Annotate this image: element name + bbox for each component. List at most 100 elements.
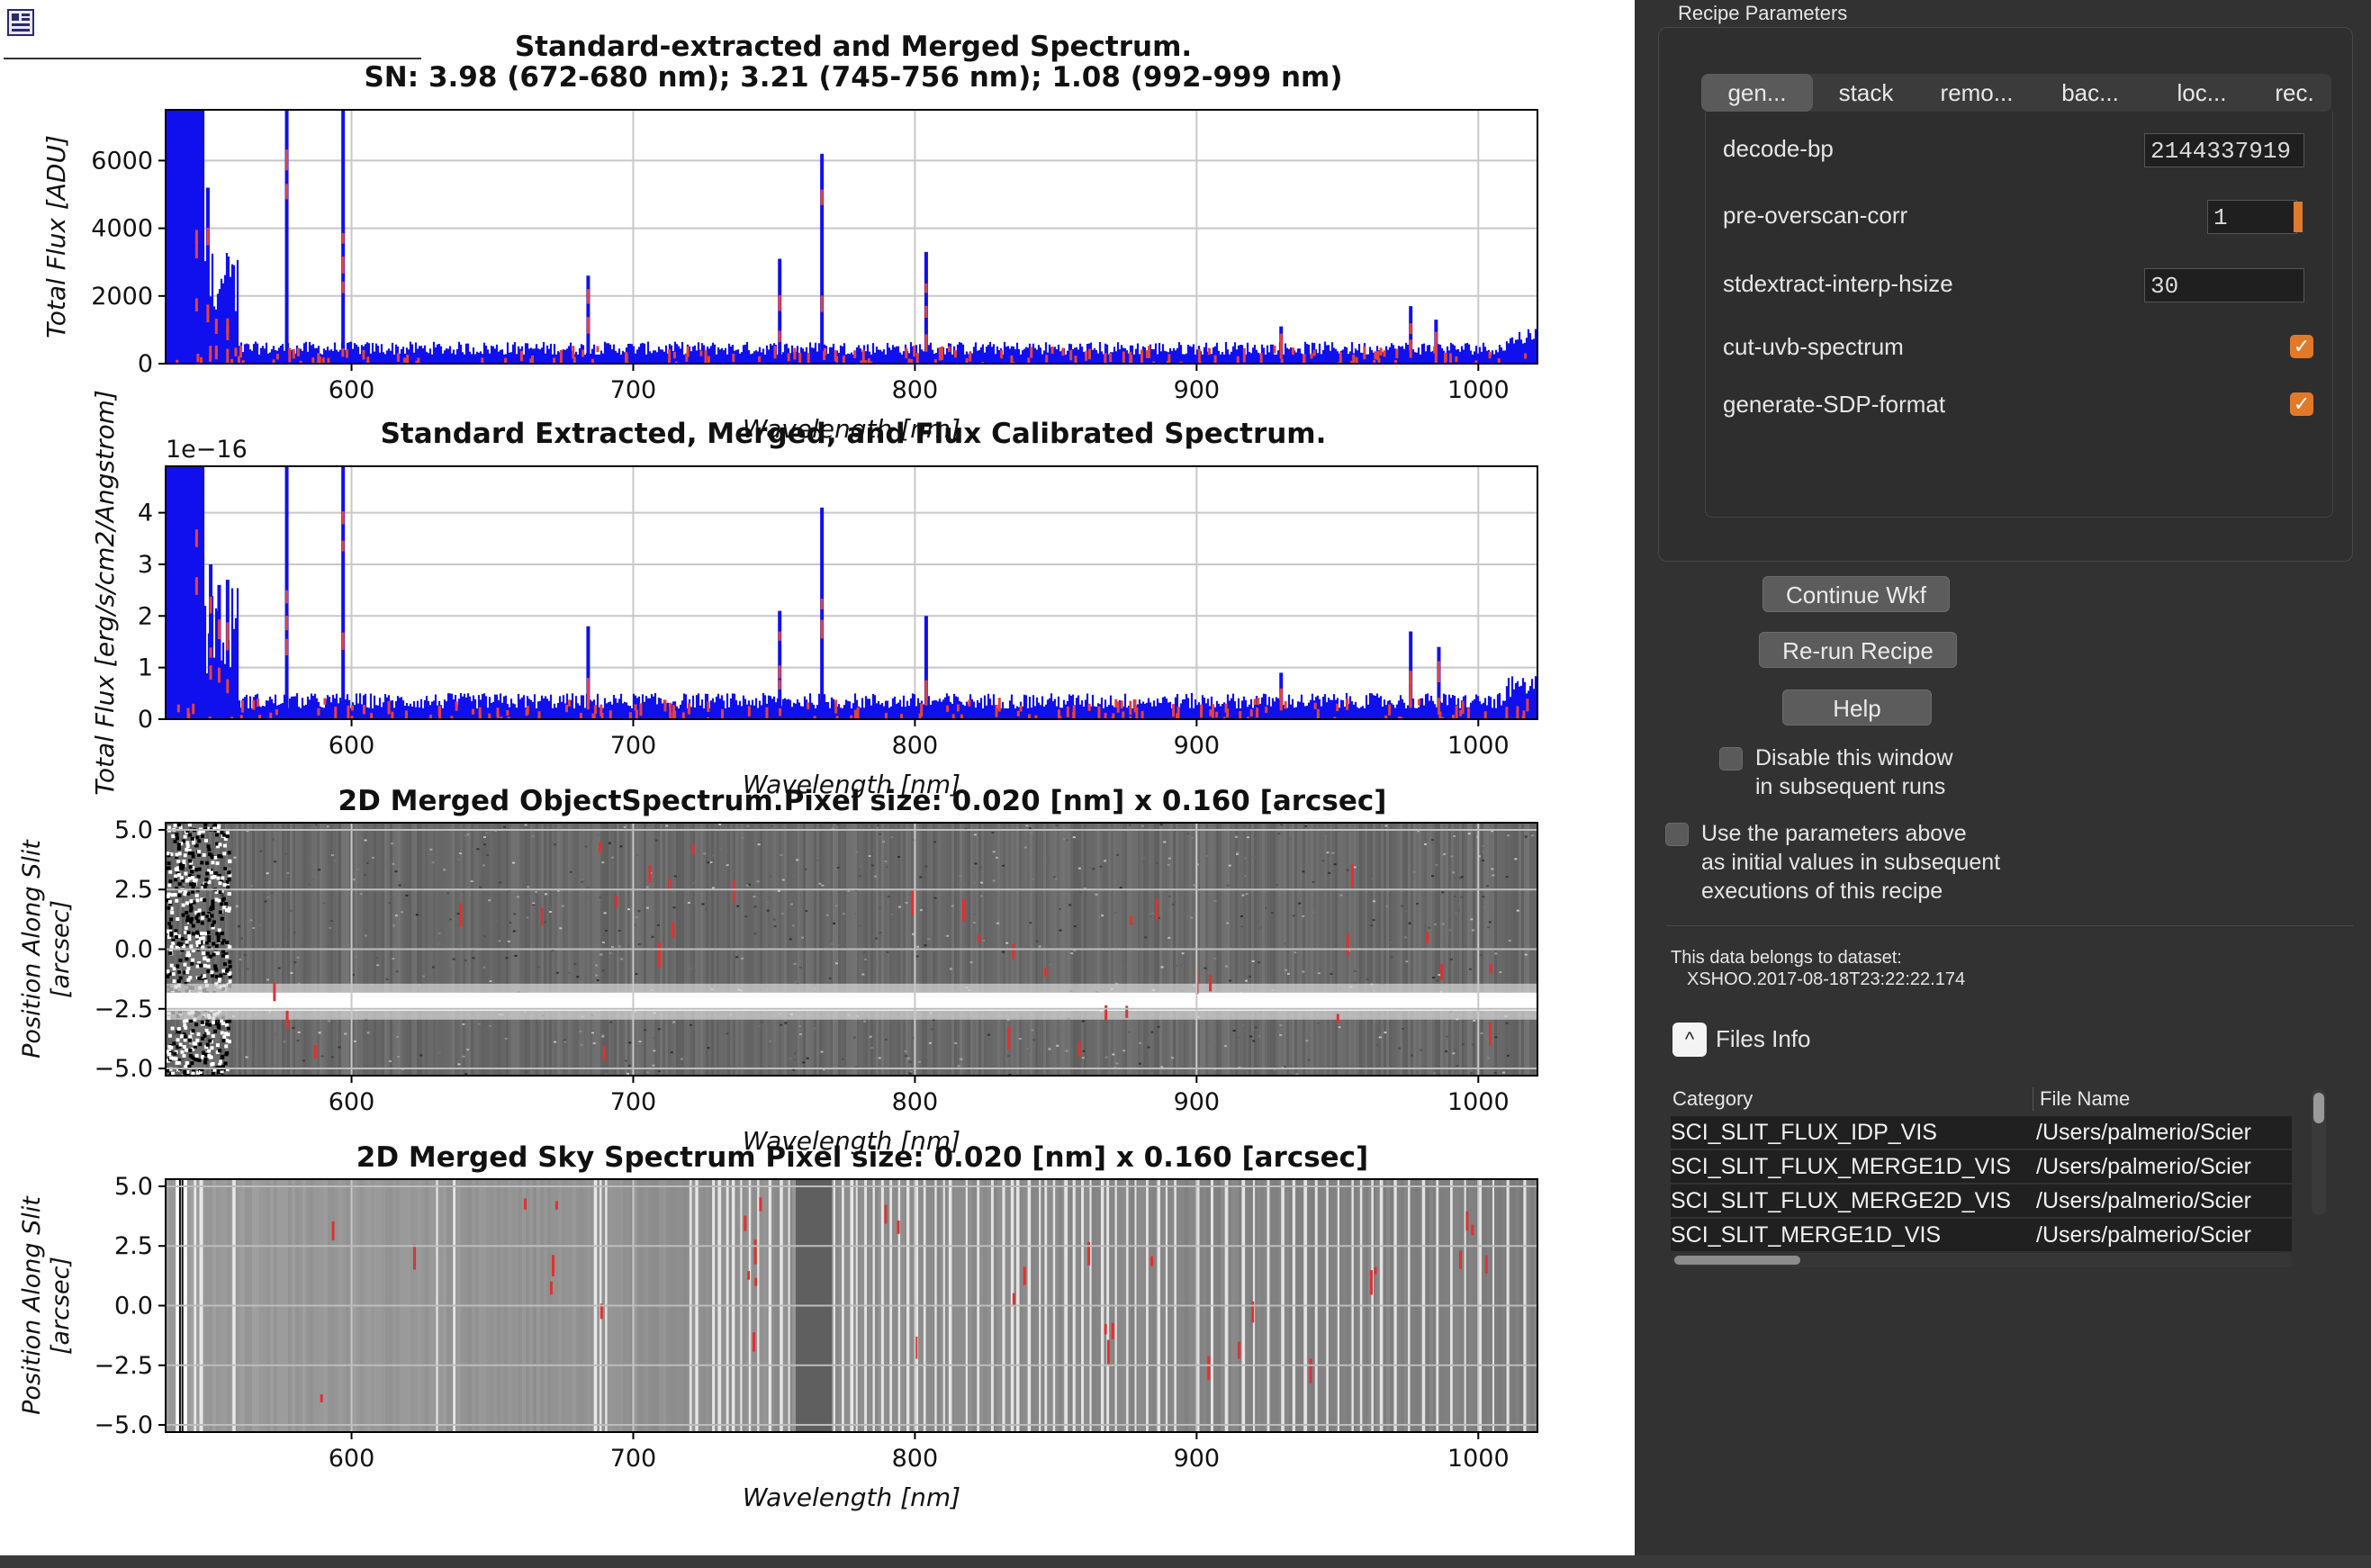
noise-pixel [1002, 951, 1005, 953]
edge-noise [210, 870, 214, 875]
scrollbar-thumb[interactable] [1674, 1256, 1800, 1265]
noise-pixel [924, 944, 927, 947]
edge-noise [226, 1032, 230, 1037]
noise-pixel [284, 852, 287, 855]
table-row[interactable]: SCI_SLIT_MERGE1D_VIS /Users/palmerio/Sci… [1671, 1219, 2292, 1251]
rerun-recipe-button[interactable]: Re-run Recipe [1759, 632, 1957, 668]
vertical-scrollbar[interactable] [2312, 1089, 2326, 1215]
edge-noise [185, 957, 189, 961]
noise-pixel [905, 901, 908, 904]
noise-pixel [633, 924, 636, 926]
edge-noise [175, 935, 179, 940]
noise-pixel [1141, 857, 1145, 860]
edge-noise [181, 944, 185, 949]
noise-pixel [1205, 855, 1209, 858]
stdextract-interp-hsize-field[interactable]: 30 [2144, 268, 2304, 302]
table-row[interactable]: SCI_SLIT_FLUX_MERGE2D_VIS /Users/palmeri… [1671, 1185, 2292, 1217]
use-parameters-checkbox[interactable] [1665, 823, 1689, 846]
noise-pixel [266, 872, 269, 875]
tab-localize[interactable]: loc... [2177, 79, 2227, 106]
noise-pixel [1240, 925, 1244, 928]
edge-noise [206, 958, 211, 962]
tab-remove[interactable]: remo... [1940, 79, 2014, 106]
tab-rectify[interactable]: rec. [2275, 79, 2314, 106]
noise-pixel [1062, 838, 1066, 841]
edge-noise [221, 1039, 226, 1043]
horizontal-scrollbar[interactable] [1672, 1253, 2294, 1267]
column-header-file-name[interactable]: File Name [2040, 1087, 2131, 1110]
noise-pixel [600, 953, 603, 956]
edge-noise [214, 968, 219, 972]
tab-stack[interactable]: stack [1838, 79, 1894, 106]
edge-noise [183, 970, 187, 975]
noise-pixel [1304, 825, 1308, 828]
edge-noise [208, 852, 212, 856]
noise-pixel [1488, 921, 1492, 924]
edge-noise [211, 925, 215, 930]
edge-noise [185, 940, 189, 944]
decode-bp-field[interactable]: 2144337919 [2144, 133, 2304, 167]
noise-pixel [1331, 852, 1335, 854]
noise-pixel [1008, 1073, 1012, 1076]
noise-pixel [1160, 966, 1164, 969]
noise-pixel [1032, 1039, 1035, 1041]
edge-noise [216, 1069, 221, 1074]
cut-uvb-spectrum-checkbox[interactable]: ✓ [2290, 335, 2313, 358]
noise-pixel [1026, 1021, 1030, 1023]
generate-sdp-format-checkbox[interactable]: ✓ [2290, 392, 2313, 416]
noise-pixel [587, 977, 590, 979]
edge-noise [189, 908, 194, 913]
noise-pixel [548, 911, 552, 914]
edge-noise [186, 978, 191, 982]
edge-noise [227, 908, 231, 913]
noise-pixel [773, 893, 777, 896]
scrollbar-thumb[interactable] [2313, 1093, 2324, 1123]
edge-noise [176, 1027, 181, 1032]
noise-pixel [1472, 1043, 1475, 1046]
disable-window-checkbox[interactable] [1719, 747, 1743, 770]
y-tick-label: 2.5 [114, 876, 153, 904]
continue-workflow-button[interactable]: Continue Wkf [1762, 576, 1950, 612]
cell-file-name: /Users/palmerio/Scier [2036, 1154, 2251, 1179]
collapse-icon[interactable]: ^ [1672, 1023, 1707, 1057]
edge-noise [177, 882, 182, 887]
table-row[interactable]: SCI_SLIT_FLUX_MERGE1D_VIS /Users/palmeri… [1671, 1150, 2292, 1183]
plot-title: SN: 3.98 (672-680 nm); 3.21 (745-756 nm)… [364, 61, 1342, 94]
help-button[interactable]: Help [1782, 689, 1932, 725]
noise-pixel [1099, 865, 1103, 868]
noise-pixel [1259, 926, 1263, 929]
edge-noise [183, 1034, 187, 1039]
noise-pixel [1506, 1054, 1510, 1057]
edge-noise [185, 1061, 189, 1066]
noise-pixel [858, 875, 861, 878]
edge-noise [171, 941, 176, 945]
noise-pixel [476, 848, 480, 851]
noise-pixel [960, 1058, 963, 1060]
column-header-category[interactable]: Category [1672, 1087, 1753, 1110]
noise-pixel [1226, 884, 1230, 887]
edge-noise [212, 920, 217, 924]
noise-pixel [1073, 925, 1077, 928]
tab-general[interactable]: gen... [1701, 74, 1813, 112]
edge-noise [212, 826, 217, 831]
noise-pixel [1160, 1066, 1164, 1068]
table-row[interactable]: SCI_SLIT_FLUX_IDP_VIS /Users/palmerio/Sc… [1671, 1116, 2292, 1149]
noise-pixel [611, 946, 615, 949]
noise-pixel [745, 884, 749, 887]
edge-noise [227, 906, 231, 911]
spinbox-arrow-icon[interactable] [2294, 202, 2303, 232]
noise-pixel [793, 1059, 797, 1060]
tab-background[interactable]: bac... [2061, 79, 2119, 106]
noise-pixel [1460, 896, 1464, 898]
pre-overscan-corr-spinbox[interactable]: 1 [2207, 200, 2297, 234]
figure-icon[interactable] [7, 9, 34, 36]
noise-pixel [791, 924, 795, 927]
noise-pixel [1048, 1048, 1051, 1050]
noise-pixel [798, 1024, 802, 1027]
noise-pixel [601, 1035, 605, 1038]
disable-window-line2: in subsequent runs [1755, 774, 1946, 799]
noise-pixel [1354, 982, 1357, 985]
y-axis-label: Position Along Slit [18, 839, 46, 1059]
edge-noise [169, 906, 174, 911]
noise-pixel [1179, 964, 1183, 967]
